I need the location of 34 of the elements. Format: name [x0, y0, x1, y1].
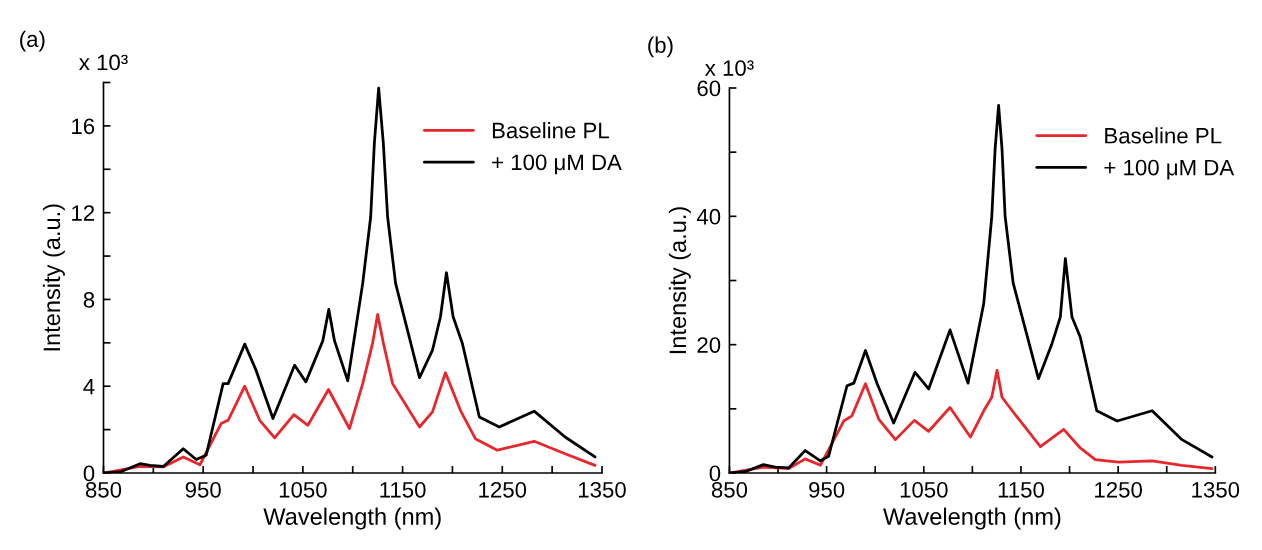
- x-tick-label: 1350: [1192, 481, 1240, 498]
- x-tick-label: 1250: [1095, 481, 1142, 498]
- y-tick-label: 12: [72, 205, 95, 221]
- x-tick-label: 1050: [279, 481, 327, 498]
- legend-label: + 100 μM DA: [492, 154, 622, 175]
- x-tick-label: 950: [809, 481, 845, 498]
- legend-label: Baseline PL: [492, 122, 609, 139]
- y-tick-label: 8: [83, 291, 95, 308]
- text: x 10³: [79, 54, 128, 71]
- legend-label: Baseline PL: [1105, 127, 1222, 144]
- y-axis-title: Intensity (a.u.): [668, 207, 691, 354]
- x-tick-label: 1150: [380, 481, 426, 498]
- y-tick-label: 60: [697, 80, 721, 97]
- x-axis-title: Wavelength (nm): [263, 507, 441, 530]
- x-tick-label: 1050: [900, 481, 948, 498]
- y-axis-title: Intensity (a.u.): [42, 204, 65, 351]
- y-tick-label: 40: [696, 208, 721, 225]
- chart-title: (b): [648, 36, 673, 58]
- legend-label: + 100 μM DA: [1104, 159, 1235, 180]
- x-tick-label: 1150: [998, 481, 1044, 498]
- line-series: [103, 313, 597, 473]
- y-tick-label: 4: [83, 378, 95, 395]
- text: x 10³: [704, 60, 754, 76]
- chart-title: (a): [20, 30, 45, 52]
- x-tick-label: 850: [85, 481, 122, 498]
- y-tick-label: 0: [83, 465, 95, 482]
- x-tick-label: 1350: [578, 481, 626, 498]
- x-axis-title: Wavelength (nm): [883, 507, 1061, 530]
- y-tick-label: 20: [697, 337, 721, 353]
- x-tick-label: 1250: [479, 481, 527, 498]
- x-tick-label: 850: [711, 481, 748, 498]
- x-tick-label: 950: [185, 481, 221, 498]
- y-tick-label: 0: [709, 465, 721, 482]
- y-tick-label: 16: [72, 118, 95, 135]
